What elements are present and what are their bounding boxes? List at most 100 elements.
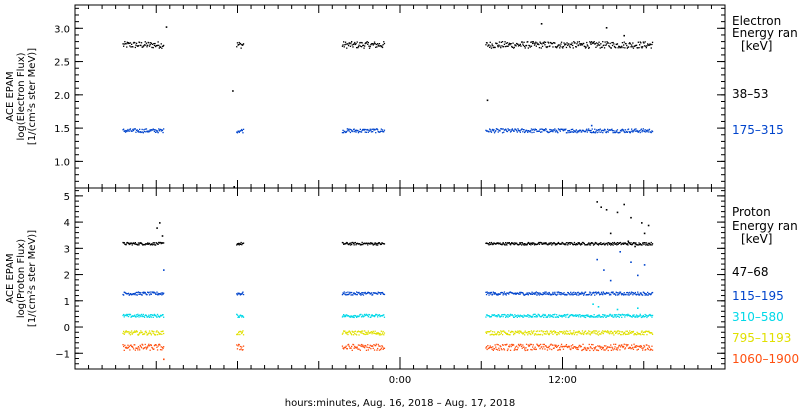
data-point <box>588 46 590 49</box>
data-point <box>504 41 506 43</box>
data-point <box>158 332 160 334</box>
data-point <box>531 291 533 293</box>
data-point <box>538 241 540 244</box>
data-point <box>365 314 367 316</box>
data-point <box>492 293 494 295</box>
data-point <box>596 349 598 351</box>
data-point <box>519 242 521 244</box>
data-point <box>610 243 612 245</box>
data-point <box>344 330 346 332</box>
data-point <box>238 44 240 46</box>
data-point <box>143 129 145 131</box>
data-point <box>572 44 574 47</box>
data-point <box>530 330 533 332</box>
data-point <box>154 42 156 45</box>
data-point <box>242 293 245 296</box>
data-point <box>533 129 536 131</box>
data-point <box>543 316 545 318</box>
data-point <box>488 244 490 246</box>
data-point <box>372 43 374 45</box>
data-point <box>535 45 537 47</box>
data-point <box>617 243 619 245</box>
data-point <box>381 130 383 132</box>
data-point <box>346 47 348 49</box>
data-point <box>360 46 363 48</box>
data-point <box>148 345 151 347</box>
data-point <box>379 243 381 245</box>
data-point <box>578 292 580 294</box>
data-point <box>623 41 625 43</box>
data-point <box>498 314 500 316</box>
data-point <box>373 332 376 334</box>
data-point <box>599 345 601 347</box>
data-point <box>163 292 165 294</box>
data-point <box>627 333 629 335</box>
data-point <box>591 331 593 334</box>
data-point <box>549 330 552 332</box>
data-point <box>606 242 608 244</box>
data-point <box>601 46 603 48</box>
data-point <box>633 129 635 131</box>
data-point <box>161 315 163 317</box>
data-point <box>494 292 496 294</box>
data-point <box>597 44 600 46</box>
data-point <box>350 315 352 317</box>
data-point <box>158 44 160 46</box>
data-point <box>580 316 582 318</box>
data-point <box>491 242 493 245</box>
data-point <box>611 242 614 244</box>
data-point <box>156 334 159 336</box>
data-point <box>241 128 243 131</box>
data-point <box>600 131 602 133</box>
data-point <box>535 314 537 317</box>
data-point <box>644 313 646 316</box>
data-point <box>548 42 550 44</box>
data-point <box>632 348 635 350</box>
data-point <box>506 315 508 318</box>
data-point <box>650 244 652 246</box>
data-point <box>556 346 558 348</box>
data-point <box>355 43 357 45</box>
data-point <box>560 315 562 317</box>
data-point <box>599 347 601 349</box>
data-point <box>646 244 648 246</box>
data-point <box>504 314 506 316</box>
data-point <box>506 42 509 44</box>
data-point <box>241 43 243 46</box>
series-1 <box>122 251 654 296</box>
data-point <box>529 331 531 333</box>
data-point <box>583 333 585 336</box>
data-point <box>590 43 592 45</box>
data-point <box>580 345 582 348</box>
data-point <box>520 315 522 317</box>
data-point <box>368 243 371 245</box>
data-point <box>552 344 554 346</box>
data-point <box>524 47 526 49</box>
data-point <box>549 45 551 47</box>
data-point <box>342 242 344 244</box>
data-point <box>647 315 649 317</box>
data-point <box>493 334 495 336</box>
data-point <box>135 129 138 131</box>
data-point <box>360 313 362 316</box>
data-point <box>349 45 352 47</box>
data-point <box>490 47 493 49</box>
data-point <box>147 131 149 133</box>
data-point <box>354 130 356 133</box>
data-point <box>499 345 501 347</box>
data-point <box>551 315 553 317</box>
data-point <box>619 291 622 293</box>
data-point <box>163 269 165 271</box>
data-point <box>514 314 516 316</box>
data-point <box>592 131 595 133</box>
data-point <box>354 43 356 46</box>
data-point <box>544 44 546 46</box>
y-tick-label: 3.0 <box>54 24 70 35</box>
data-point <box>150 332 152 335</box>
data-point <box>579 332 581 334</box>
data-point <box>544 293 547 295</box>
data-point <box>383 347 385 349</box>
data-point <box>617 347 619 349</box>
data-point <box>533 293 536 295</box>
data-point <box>592 42 595 44</box>
